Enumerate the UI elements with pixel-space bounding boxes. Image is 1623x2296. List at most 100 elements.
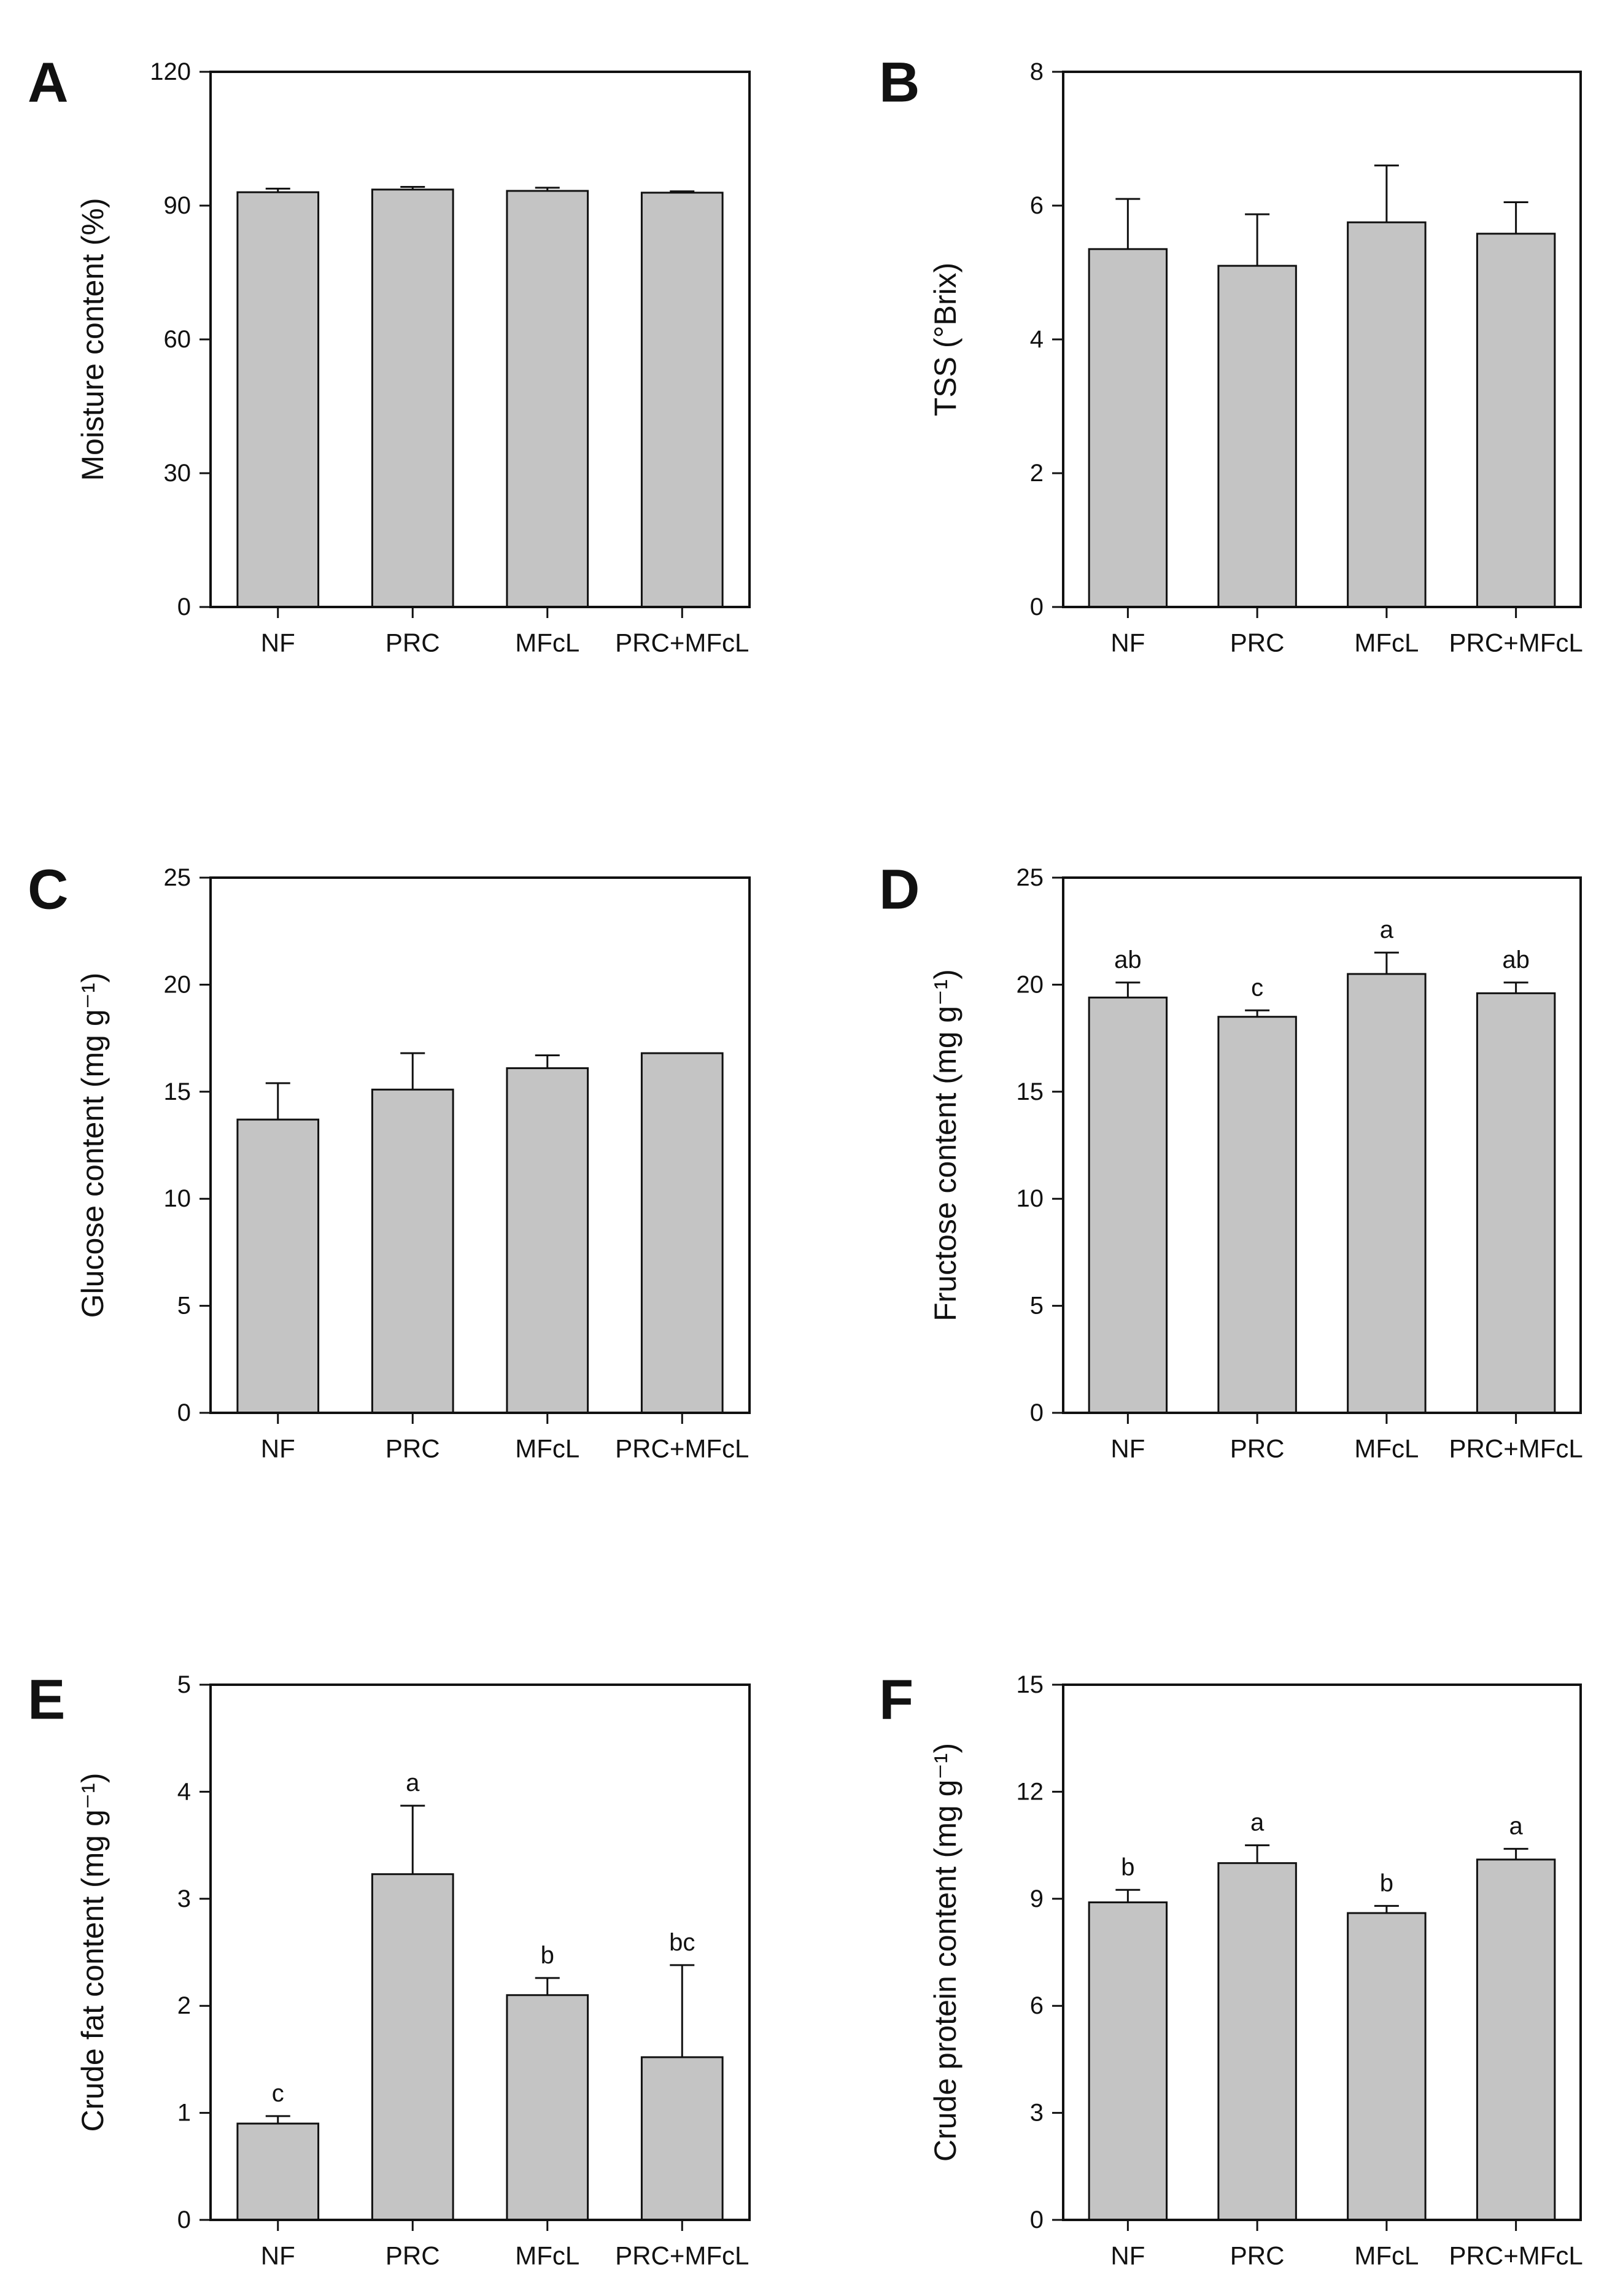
y-tick-label: 60 xyxy=(164,326,192,353)
bar xyxy=(1088,996,1168,1414)
significance-letter: ab xyxy=(1114,946,1142,973)
bar xyxy=(1088,248,1168,608)
bar xyxy=(506,1994,589,2221)
bar xyxy=(506,1067,589,1414)
panel-label: C xyxy=(28,859,68,921)
y-tick-label: 25 xyxy=(1017,864,1044,891)
significance-letter: b xyxy=(1380,1869,1393,1896)
plot-frame xyxy=(209,71,751,608)
x-tick-label: NF xyxy=(261,2241,295,2270)
y-tick-label: 10 xyxy=(164,1185,192,1212)
significance-letter: a xyxy=(1509,1812,1524,1839)
x-tick-label: NF xyxy=(1110,1434,1145,1463)
y-axis-label: Crude fat content (mg g⁻¹) xyxy=(76,1773,110,2132)
bar xyxy=(371,1873,454,2221)
bar xyxy=(1347,973,1427,1414)
bar xyxy=(1476,1858,1556,2221)
y-tick-label: 5 xyxy=(177,1671,191,1698)
y-tick-label: 4 xyxy=(1030,326,1044,353)
y-tick-label: 15 xyxy=(1017,1671,1044,1698)
significance-letter: b xyxy=(541,1942,554,1969)
significance-letter: a xyxy=(406,1769,420,1796)
x-tick-label: PRC xyxy=(1230,1434,1285,1463)
y-tick-label: 30 xyxy=(164,460,192,487)
bar xyxy=(236,2122,320,2221)
y-tick-label: 0 xyxy=(177,2206,191,2233)
bar xyxy=(1217,1862,1297,2221)
bar xyxy=(640,1052,724,1414)
y-tick-label: 0 xyxy=(1030,2206,1044,2233)
y-tick-label: 5 xyxy=(177,1293,191,1320)
bar xyxy=(1217,265,1297,608)
bar xyxy=(1347,1912,1427,2221)
y-tick-label: 4 xyxy=(177,1778,191,1805)
y-axis-label: TSS (°Brix) xyxy=(928,263,963,417)
plot-frame xyxy=(209,1683,751,2221)
x-tick-label: MFcL xyxy=(515,2241,579,2270)
y-tick-label: 90 xyxy=(164,192,192,219)
panel-label: B xyxy=(879,52,920,114)
x-tick-label: PRC+MFcL xyxy=(1449,1434,1583,1463)
y-tick-label: 10 xyxy=(1017,1185,1044,1212)
x-tick-label: PRC+MFcL xyxy=(615,1434,749,1463)
bar xyxy=(1476,992,1556,1414)
x-tick-label: PRC+MFcL xyxy=(615,2241,749,2270)
y-tick-label: 9 xyxy=(1030,1885,1044,1912)
x-tick-label: NF xyxy=(1110,628,1145,657)
bar xyxy=(371,188,454,608)
y-axis-label: Glucose content (mg g⁻¹) xyxy=(76,973,110,1318)
y-tick-label: 2 xyxy=(177,1992,191,2019)
x-tick-label: MFcL xyxy=(515,628,579,657)
y-tick-label: 3 xyxy=(1030,2100,1044,2127)
bar xyxy=(640,191,724,608)
significance-letter: ab xyxy=(1502,946,1530,973)
bar xyxy=(371,1088,454,1414)
y-tick-label: 20 xyxy=(164,971,192,998)
y-axis-label: Moisture content (%) xyxy=(76,198,110,481)
x-tick-label: NF xyxy=(1110,2241,1145,2270)
panel-label: E xyxy=(28,1669,65,1731)
plot-frame xyxy=(1062,1683,1582,2221)
y-tick-label: 25 xyxy=(164,864,192,891)
x-tick-label: MFcL xyxy=(1354,2241,1419,2270)
y-tick-label: 6 xyxy=(1030,192,1044,219)
panel-label: D xyxy=(879,859,920,921)
panel-label: A xyxy=(28,52,68,114)
bar xyxy=(1217,1016,1297,1414)
y-tick-label: 12 xyxy=(1017,1778,1044,1805)
x-tick-label: PRC+MFcL xyxy=(615,628,749,657)
x-tick-label: NF xyxy=(261,1434,295,1463)
x-tick-label: MFcL xyxy=(515,1434,579,1463)
y-tick-label: 20 xyxy=(1017,971,1044,998)
y-tick-label: 6 xyxy=(1030,1992,1044,2019)
x-tick-label: MFcL xyxy=(1354,628,1419,657)
significance-letter: a xyxy=(1250,1809,1265,1836)
y-tick-label: 1 xyxy=(177,2100,191,2127)
plot-frame xyxy=(1062,876,1582,1414)
y-tick-label: 2 xyxy=(1030,460,1044,487)
y-tick-label: 0 xyxy=(1030,1399,1044,1426)
bar xyxy=(1088,1901,1168,2221)
y-axis-label: Fructose content (mg g⁻¹) xyxy=(928,969,963,1321)
y-tick-label: 0 xyxy=(1030,593,1044,620)
y-tick-label: 15 xyxy=(1017,1078,1044,1105)
x-tick-label: PRC xyxy=(385,628,440,657)
x-tick-label: PRC xyxy=(385,1434,440,1463)
x-tick-label: MFcL xyxy=(1354,1434,1419,1463)
y-tick-label: 0 xyxy=(177,1399,191,1426)
y-tick-label: 5 xyxy=(1030,1293,1044,1320)
panel-a: A Moisture content (%) 0 30 60 90 120 NF PRC MFcL… xyxy=(28,52,751,657)
y-tick-label: 3 xyxy=(177,1885,191,1912)
plot-frame xyxy=(209,876,751,1414)
x-tick-label: PRC+MFcL xyxy=(1449,628,1583,657)
panel-e: E Crude fat content (mg g⁻¹) 0 1 2 3 4 5 c NF a PRC… xyxy=(28,1669,751,2270)
x-tick-label: PRC xyxy=(385,2241,440,2270)
bar xyxy=(236,191,320,608)
panel-b: B TSS (°Brix) 0 2 4 6 8 NF PRC MFcL PRC+MFcL xyxy=(879,52,1583,657)
significance-letter: c xyxy=(1251,974,1263,1001)
plot-frame xyxy=(1062,71,1582,608)
panel-label: F xyxy=(879,1669,913,1731)
x-tick-label: PRC xyxy=(1230,2241,1285,2270)
panel-d: D Fructose content (mg g⁻¹) 0 5 10 15 20 25 ab NF… xyxy=(879,859,1583,1463)
bar xyxy=(236,1118,320,1414)
